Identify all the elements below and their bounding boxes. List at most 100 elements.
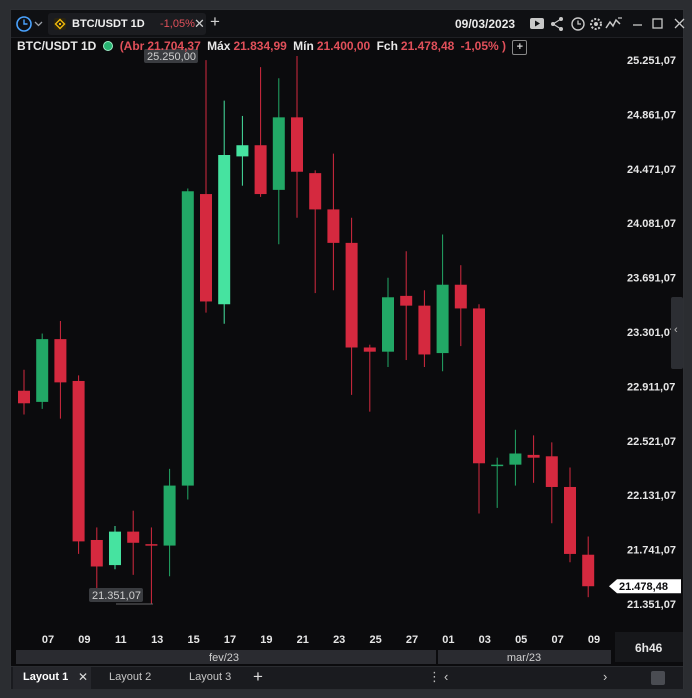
y-tick-label: 25.251,07 [627,55,676,67]
y-tick-label: 24.861,07 [627,109,676,121]
layout-square-icon[interactable] [651,671,665,685]
candle-body [145,544,158,546]
play-icon[interactable] [529,15,547,33]
maximize-icon[interactable] [649,15,667,33]
candle-body [545,456,558,487]
legend-symbol: BTC/USDT 1D [17,39,97,53]
x-tick-label: 17 [224,634,236,646]
x-tick-label: 13 [151,634,163,646]
chart-window: 25.251,07 24.861,07 24.471,07 24.081,07 23.6… [10,9,685,689]
y-tick-label: 21.741,07 [627,545,676,557]
legend-low-label: Mín [293,39,314,53]
price-scale-collapse-handle[interactable]: ‹ [671,297,683,369]
history-icon[interactable] [569,15,587,33]
layout-tab-close-icon[interactable]: ✕ [78,670,89,684]
share-icon[interactable] [549,15,567,33]
candle-body [418,305,431,355]
x-tick-label: 19 [260,634,272,646]
y-tick-label: 22.521,07 [627,436,676,448]
y-tick-label: 22.911,07 [627,381,675,393]
tab-title: BTC/USDT 1D [72,18,145,30]
candle-body [454,284,467,309]
tab-change: -1,05% [160,18,195,30]
more-options-icon[interactable]: ⋮ [428,669,441,684]
countdown-box: 6h46 [615,632,683,662]
candle-body [218,155,231,305]
candle-body [327,209,340,243]
chevron-left-icon: ‹ [674,324,678,336]
legend-close-value: 21.478,48 [400,39,455,53]
candle-body [527,454,540,458]
candle-body [509,453,522,465]
candle-body [491,464,504,467]
timeframe-clock-button[interactable] [15,14,49,34]
candle-body [382,297,394,352]
month-band-mar [438,650,611,664]
last-price-tag [609,579,681,594]
legend-high-label: Máx [207,39,231,53]
y-tick-label: 24.471,07 [627,164,676,176]
layout-tab-2[interactable]: Layout 2 [109,671,152,683]
add-indicator-button[interactable]: + [512,40,528,55]
candle-body [345,242,358,348]
x-tick-label: 07 [551,634,563,646]
add-layout-button[interactable]: + [253,667,263,686]
candle-body [363,347,376,352]
x-tick-label: 21 [297,634,309,646]
scroll-right-icon[interactable]: › [603,669,608,684]
candle-body [200,194,212,302]
legend-open-value: 21.704,37 [147,39,201,53]
layout-tab-3[interactable]: Layout 3 [189,671,232,683]
legend-change: -1,05% ) [460,39,507,53]
max-price-label: 25.250,00 [147,51,196,63]
scroll-left-icon[interactable]: ‹ [444,669,449,684]
legend-close-label: Fch [376,39,398,53]
binance-logo-icon [54,18,66,30]
candle-body [436,284,449,354]
add-tab-button[interactable]: + [210,12,220,31]
candle-body [254,145,267,195]
close-icon[interactable] [671,15,689,33]
month-label: fev/23 [209,652,239,664]
candle-body [18,390,30,404]
minimize-icon[interactable] [629,15,647,33]
layout-tab-1[interactable]: Layout 1 [23,671,69,683]
x-tick-label: 25 [369,634,381,646]
x-tick-label: 05 [515,634,527,646]
candlestick-chart[interactable]: 25.251,07 24.861,07 24.471,07 24.081,07 23.6… [11,10,683,688]
layout-bar: Layout 1 ✕ Layout 2 Layout 3 + ⋮ ‹ › [11,666,683,689]
x-tick-label: 01 [442,634,454,646]
candle-body [127,531,140,543]
tab-close-icon[interactable]: ✕ [194,16,205,31]
x-tick-label: 15 [187,634,199,646]
indicators-icon[interactable] [605,15,623,33]
candle-body [90,539,103,567]
candle-body [236,145,249,157]
settings-icon[interactable] [587,15,605,33]
month-band-feb [16,650,436,664]
legend-low-value: 21.400,00 [316,39,371,53]
symbol-tab[interactable]: BTC/USDT 1D -1,05% ✕ [48,13,206,35]
x-tick-label: 09 [588,634,600,646]
candle-body [291,117,303,172]
ohlc-legend: BTC/USDT 1D (Abr 21.704,37 Máx 21.834,99 M… [17,39,530,55]
chevron-down-icon [34,21,43,27]
current-date: 09/03/2023 [455,17,516,31]
layout-tab-active-bg [13,667,91,689]
min-price-box [89,588,143,602]
y-tick-label: 23.301,07 [627,327,676,339]
candle-body [309,173,322,210]
x-tick-label: 23 [333,634,345,646]
min-price-label: 21.351,07 [92,590,141,602]
candle-body [163,485,176,546]
candle-countdown: 6h46 [635,641,663,655]
candle-body [272,117,285,190]
live-status-dot [103,41,114,51]
candle-body [36,339,49,402]
y-tick-label: 22.131,07 [627,490,676,502]
x-tick-label: 27 [406,634,418,646]
x-tick-label: 03 [479,634,491,646]
x-tick-label: 11 [115,634,127,646]
candle-body [582,554,595,587]
candle-body [72,380,85,542]
